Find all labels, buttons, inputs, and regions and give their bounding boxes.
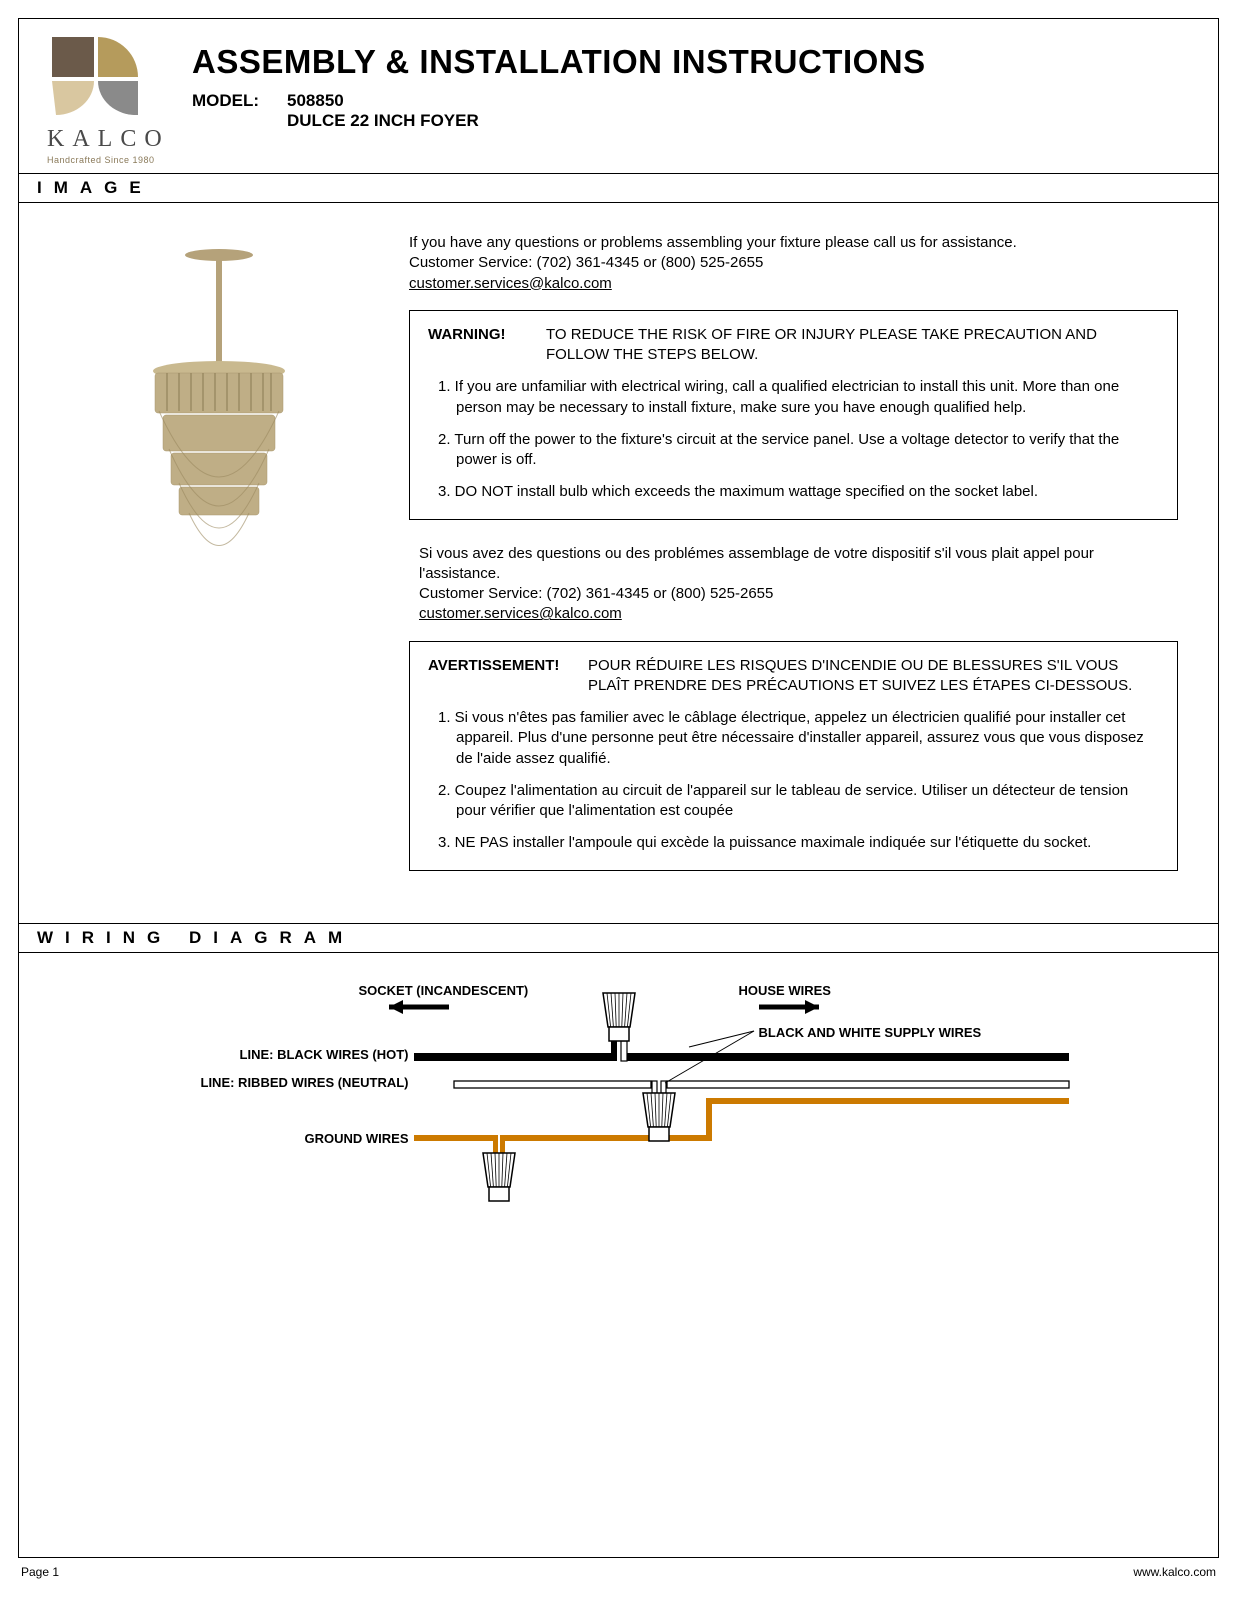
warning-label: WARNING! xyxy=(428,325,546,366)
warning-box-fr: AVERTISSEMENT! POUR RÉDUIRE LES RISQUES … xyxy=(409,641,1178,871)
model-number: 508850 xyxy=(287,91,344,111)
diagram-label-supply: BLACK AND WHITE SUPPLY WIRES xyxy=(759,1025,982,1040)
service-email[interactable]: customer.services@kalco.com xyxy=(409,275,612,292)
logo-swatches-icon xyxy=(52,37,142,115)
service-email-fr[interactable]: customer.services@kalco.com xyxy=(419,605,622,622)
chandelier-icon xyxy=(119,243,319,583)
warning-steps-en: 1. If you are unfamiliar with electrical… xyxy=(428,377,1159,502)
section-image-label: IMAGE xyxy=(19,173,1218,203)
diagram-label-house: HOUSE WIRES xyxy=(739,983,831,998)
list-item: 3. NE PAS installer l'ampoule qui excède… xyxy=(438,833,1159,853)
brand-tagline: Handcrafted Since 1980 xyxy=(47,155,192,165)
warning-box-en: WARNING! TO REDUCE THE RISK OF FIRE OR I… xyxy=(409,310,1178,520)
diagram-label-ground: GROUND WIRES xyxy=(229,1131,409,1146)
page-number: Page 1 xyxy=(21,1565,59,1579)
image-section: If you have any questions or problems as… xyxy=(19,203,1218,915)
intro-text-fr: Si vous avez des questions ou des problé… xyxy=(419,544,1178,585)
list-item: 1. If you are unfamiliar with electrical… xyxy=(438,377,1159,418)
brand-name: KALCO xyxy=(47,126,192,153)
list-item: 1. Si vous n'êtes pas familier avec le c… xyxy=(438,708,1159,769)
english-intro: If you have any questions or problems as… xyxy=(409,233,1178,294)
warning-steps-fr: 1. Si vous n'êtes pas familier avec le c… xyxy=(428,708,1159,854)
list-item: 2. Turn off the power to the fixture's c… xyxy=(438,430,1159,471)
diagram-label-ribbed: LINE: RIBBED WIRES (NEUTRAL) xyxy=(149,1075,409,1090)
page: KALCO Handcrafted Since 1980 ASSEMBLY & … xyxy=(18,18,1219,1558)
footer-url: www.kalco.com xyxy=(1133,1565,1216,1579)
info-column: If you have any questions or problems as… xyxy=(409,233,1178,895)
page-title: ASSEMBLY & INSTALLATION INSTRUCTIONS xyxy=(192,43,1200,81)
header: KALCO Handcrafted Since 1980 ASSEMBLY & … xyxy=(19,19,1218,165)
brand-logo: KALCO Handcrafted Since 1980 xyxy=(47,37,192,165)
wiring-diagram-section: SOCKET (INCANDESCENT) HOUSE WIRES BLACK … xyxy=(19,953,1218,1313)
warning-heading-fr: POUR RÉDUIRE LES RISQUES D'INCENDIE OU D… xyxy=(588,656,1159,697)
list-item: 3. DO NOT install bulb which exceeds the… xyxy=(438,482,1159,502)
french-intro: Si vous avez des questions ou des problé… xyxy=(409,544,1178,625)
service-phone: Customer Service: (702) 361-4345 or (800… xyxy=(409,253,1178,273)
title-block: ASSEMBLY & INSTALLATION INSTRUCTIONS MOD… xyxy=(192,37,1200,165)
warning-label-fr: AVERTISSEMENT! xyxy=(428,656,588,697)
diagram-label-black: LINE: BLACK WIRES (HOT) xyxy=(189,1047,409,1062)
warning-heading: TO REDUCE THE RISK OF FIRE OR INJURY PLE… xyxy=(546,325,1159,366)
service-phone-fr: Customer Service: (702) 361-4345 or (800… xyxy=(419,584,1178,604)
diagram-label-socket: SOCKET (INCANDESCENT) xyxy=(359,983,529,998)
model-name: DULCE 22 INCH FOYER xyxy=(287,111,1200,131)
wiring-diagram: SOCKET (INCANDESCENT) HOUSE WIRES BLACK … xyxy=(129,983,1109,1273)
list-item: 2. Coupez l'alimentation au circuit de l… xyxy=(438,781,1159,822)
footer: Page 1 www.kalco.com xyxy=(19,1565,1218,1579)
product-image xyxy=(59,233,379,895)
section-wiring-label: WIRING DIAGRAM xyxy=(19,923,1218,953)
intro-text: If you have any questions or problems as… xyxy=(409,233,1178,253)
model-label: MODEL: xyxy=(192,91,287,111)
